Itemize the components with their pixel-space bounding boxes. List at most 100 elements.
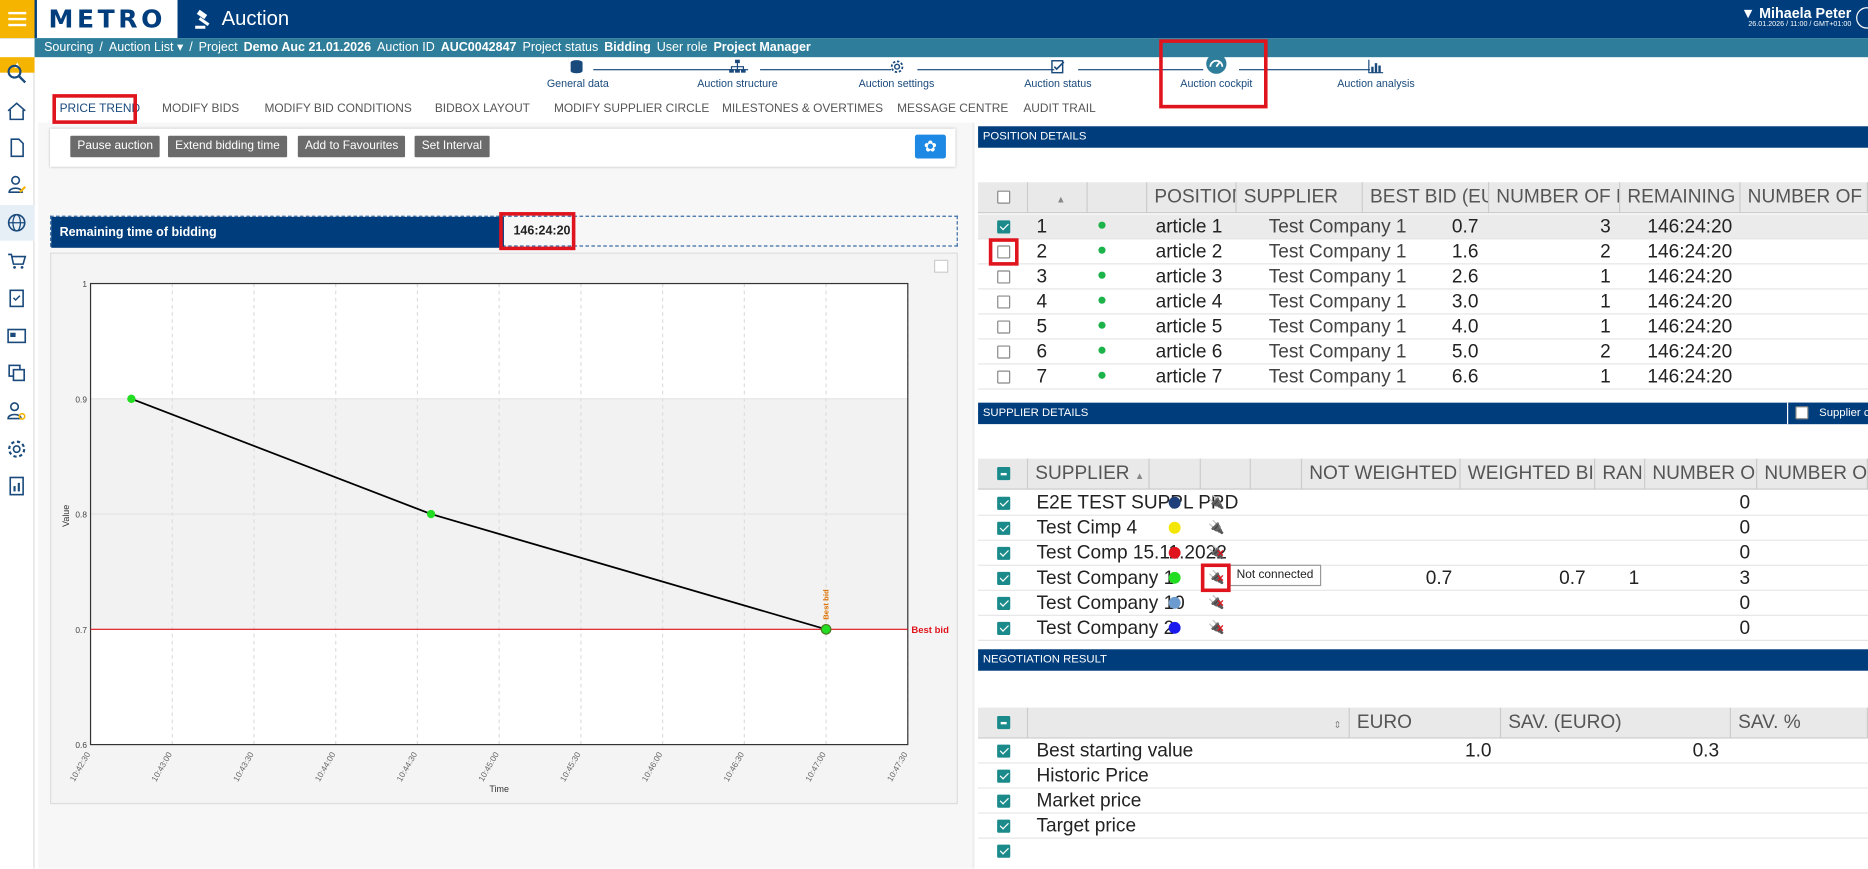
header-number-of-bids[interactable]: NUMBER OF BIDS bbox=[1645, 458, 1758, 490]
metro-logo[interactable]: METRO bbox=[36, 0, 178, 39]
data-point[interactable] bbox=[426, 509, 436, 519]
step-auction-cockpit[interactable]: Auction cockpit bbox=[1177, 53, 1256, 89]
header-sort[interactable]: ▲ bbox=[1028, 182, 1088, 214]
header-sav-euro[interactable]: SAV. (EURO) bbox=[1501, 707, 1732, 739]
step-auction-settings[interactable]: Auction settings bbox=[858, 60, 935, 89]
home-icon[interactable] bbox=[6, 100, 27, 121]
table-row[interactable]: 1 article 1 Test Company 1 0.7 3 146:24:20 bbox=[978, 214, 1868, 240]
user-menu[interactable]: ▼ Mihaela Peter 26.01.2026 / 11:00 / GMT… bbox=[1741, 5, 1851, 29]
pane-divider[interactable] bbox=[972, 122, 975, 869]
row-checkbox[interactable] bbox=[997, 370, 1011, 384]
plug-icon[interactable]: 🔌 bbox=[1208, 520, 1225, 535]
settings-icon[interactable]: ✿ bbox=[914, 134, 946, 159]
header-euro[interactable]: EURO bbox=[1350, 707, 1502, 739]
chart-menu-icon[interactable] bbox=[934, 259, 949, 273]
tab-price-trend[interactable]: PRICE TREND bbox=[59, 102, 141, 116]
row-checkbox[interactable] bbox=[997, 744, 1011, 758]
header-number-of-bids[interactable]: NUMBER OF BIDS bbox=[1489, 182, 1621, 214]
tab-message-centre[interactable]: MESSAGE CENTRE bbox=[897, 102, 1009, 116]
not-connected-icon[interactable]: 🔌 ✕ bbox=[1208, 570, 1225, 585]
table-row[interactable]: 5 article 5 Test Company 1 4.0 1 146:24:20 bbox=[978, 314, 1868, 340]
header-best-bid[interactable]: BEST BID (EURO) bbox=[1363, 182, 1490, 214]
tab-modify-bids[interactable]: MODIFY BIDS bbox=[162, 102, 240, 116]
row-checkbox[interactable] bbox=[997, 270, 1011, 284]
row-checkbox[interactable] bbox=[997, 819, 1011, 833]
avatar[interactable] bbox=[1856, 7, 1868, 29]
table-row[interactable]: E2E TEST SUPPL PRD 🔌 0 bbox=[978, 490, 1868, 516]
search-icon[interactable] bbox=[6, 63, 27, 84]
table-row[interactable]: Target price bbox=[978, 813, 1868, 839]
plug-icon[interactable]: 🔌 bbox=[1208, 495, 1225, 510]
tab-modify-supplier-circle[interactable]: MODIFY SUPPLIER CIRCLE bbox=[553, 102, 710, 116]
table-row[interactable]: Test Company 1 🔌 ✕ 0.7 0.7 1 3 bbox=[978, 565, 1868, 591]
tab-audit-trail[interactable]: AUDIT TRAIL bbox=[1023, 102, 1096, 116]
header-not-weighted-bid[interactable]: NOT WEIGHTED BID (EURO) bbox=[1302, 458, 1461, 490]
step-auction-analysis[interactable]: Auction analysis bbox=[1337, 59, 1416, 89]
header-supplier[interactable]: SUPPLIER bbox=[1237, 182, 1363, 214]
header-supplier[interactable]: SUPPLIER ▲ bbox=[1028, 458, 1150, 490]
table-row[interactable]: Market price bbox=[978, 788, 1868, 814]
supplier-currency-toggle[interactable]: Supplier cur bbox=[1786, 402, 1868, 425]
not-connected-icon[interactable]: 🔌 ✕ bbox=[1208, 545, 1225, 560]
table-row[interactable]: 6 article 6 Test Company 1 5.0 2 146:24:20 bbox=[978, 339, 1868, 365]
table-row[interactable]: Test Cimp 4 🔌 0 bbox=[978, 515, 1868, 541]
row-checkbox[interactable] bbox=[997, 769, 1011, 783]
card-icon[interactable] bbox=[6, 325, 27, 346]
step-general-data[interactable]: General data bbox=[547, 60, 609, 89]
row-checkbox[interactable] bbox=[997, 521, 1011, 535]
header-number-of-overtimes[interactable]: NUMBER OF OVERTIM bbox=[1757, 458, 1868, 490]
user-edit-icon[interactable] bbox=[6, 174, 27, 195]
settings-gear-icon[interactable] bbox=[6, 438, 27, 459]
tab-modify-bid-conditions[interactable]: MODIFY BID CONDITIONS bbox=[264, 102, 412, 116]
row-checkbox[interactable] bbox=[997, 546, 1011, 560]
document-icon[interactable] bbox=[6, 137, 27, 158]
clipboard-icon[interactable] bbox=[6, 287, 27, 308]
header-rank[interactable]: RANK bbox=[1595, 458, 1646, 490]
cart-icon[interactable] bbox=[6, 250, 27, 271]
table-row[interactable]: Test Company 2 🔌 ✕ 0 bbox=[978, 615, 1868, 641]
table-row[interactable]: 4 article 4 Test Company 1 3.0 1 146:24:20 bbox=[978, 289, 1868, 315]
pause-auction-button[interactable]: Pause auction bbox=[70, 135, 161, 158]
supplier-currency-checkbox[interactable] bbox=[1795, 406, 1809, 420]
globe-icon[interactable] bbox=[6, 212, 27, 233]
row-checkbox[interactable] bbox=[997, 496, 1011, 510]
copy-icon[interactable] bbox=[6, 362, 27, 383]
users-gear-icon[interactable] bbox=[6, 400, 27, 421]
header-label-col[interactable]: ⇕ bbox=[1028, 707, 1350, 739]
header-position[interactable]: POSITION ⇕ bbox=[1147, 182, 1237, 214]
table-row[interactable]: 7 article 7 Test Company 1 6.6 1 146:24:20 bbox=[978, 364, 1868, 390]
tab-bidbox-layout[interactable]: BIDBOX LAYOUT bbox=[434, 102, 530, 116]
set-interval-button[interactable]: Set Interval bbox=[414, 135, 490, 158]
add-to-favourites-button[interactable]: Add to Favourites bbox=[297, 135, 406, 158]
step-auction-status[interactable]: Auction status bbox=[1022, 60, 1093, 89]
data-point[interactable] bbox=[127, 394, 136, 403]
table-row[interactable]: Test Company 10 🔌 ✕ 0 bbox=[978, 590, 1868, 616]
row-checkbox[interactable] bbox=[997, 295, 1011, 309]
table-row[interactable]: Best starting value 1.0 0.3 bbox=[978, 738, 1868, 764]
header-sav-percent[interactable]: SAV. % bbox=[1731, 707, 1868, 739]
row-checkbox[interactable] bbox=[997, 596, 1011, 610]
table-row[interactable]: Historic Price bbox=[978, 763, 1868, 789]
not-connected-icon[interactable]: 🔌 ✕ bbox=[1208, 620, 1225, 635]
table-row[interactable]: 3 article 3 Test Company 1 2.6 1 146:24:20 bbox=[978, 264, 1868, 290]
table-row[interactable]: 2 article 2 Test Company 1 1.6 2 146:24:20 bbox=[978, 239, 1868, 265]
select-all-checkbox[interactable] bbox=[997, 190, 1011, 204]
breadcrumb-sourcing[interactable]: Sourcing bbox=[44, 40, 94, 55]
menu-icon[interactable] bbox=[0, 0, 35, 39]
row-checkbox[interactable] bbox=[997, 320, 1011, 334]
breadcrumb-auction-list[interactable]: Auction List ▾ bbox=[108, 40, 184, 55]
not-connected-icon[interactable]: 🔌 ✕ bbox=[1208, 595, 1225, 610]
row-checkbox[interactable] bbox=[997, 345, 1011, 359]
row-checkbox[interactable] bbox=[997, 245, 1011, 259]
header-remaining-time[interactable]: REMAINING TIME bbox=[1620, 182, 1741, 214]
row-checkbox[interactable] bbox=[997, 794, 1011, 808]
header-number-of-overtimes[interactable]: NUMBER OF OVERTIMES bbox=[1741, 182, 1868, 214]
tab-milestones-overtimes[interactable]: MILESTONES & OVERTIMES bbox=[721, 102, 884, 116]
extend-bidding-time-button[interactable]: Extend bidding time bbox=[167, 135, 287, 158]
row-checkbox[interactable] bbox=[997, 844, 1011, 858]
step-auction-structure[interactable]: Auction structure bbox=[696, 59, 779, 89]
row-checkbox[interactable] bbox=[997, 571, 1011, 585]
row-checkbox[interactable] bbox=[997, 621, 1011, 635]
report-icon[interactable] bbox=[6, 475, 27, 496]
data-point[interactable] bbox=[820, 623, 832, 635]
